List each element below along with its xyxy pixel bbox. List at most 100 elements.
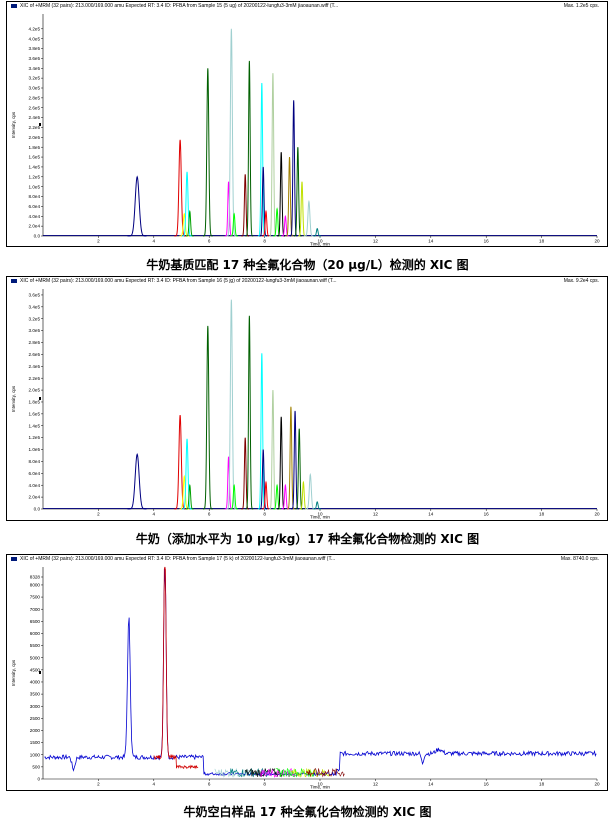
peak-trace bbox=[241, 174, 250, 237]
axis-marker bbox=[39, 397, 41, 400]
y-axis-label: Intensity, cps bbox=[11, 385, 16, 412]
xic-chart-1: 0.0 2.0e4 4.0e4 6.0e4 8.0e4 1.0e5 1.2e5 1.4e5 1.… bbox=[11, 14, 600, 247]
y-tick-label: 6000 bbox=[30, 631, 41, 636]
chromatogram-panel-3: XIC of +MRM (32 pairs): 213.000/169.000 … bbox=[6, 554, 608, 791]
y-tick-label: 1.4e5 bbox=[29, 423, 41, 428]
y-tick-label: 3.0e5 bbox=[29, 86, 41, 91]
y-tick-label: 2500 bbox=[30, 716, 41, 721]
peak-trace bbox=[245, 60, 254, 237]
peak-trace bbox=[245, 315, 254, 510]
y-tick-label: 2.6e5 bbox=[29, 105, 41, 110]
y-tick-label: 6.0e4 bbox=[29, 204, 41, 209]
peak-trace bbox=[304, 199, 314, 237]
x-tick-label: 10 bbox=[317, 239, 323, 244]
y-tick-label: 2.0e4 bbox=[29, 495, 41, 500]
peak-trace bbox=[174, 139, 186, 237]
peak-trace bbox=[291, 410, 299, 510]
y-axis-label: Intensity, cps bbox=[11, 111, 16, 138]
baseline-trace bbox=[44, 566, 597, 777]
y-tick-label: 4.0e4 bbox=[29, 483, 41, 488]
peak-trace bbox=[230, 483, 239, 510]
x-tick-label: 14 bbox=[428, 512, 434, 517]
peak-trace bbox=[153, 566, 199, 770]
peak-trace bbox=[293, 147, 302, 237]
x-tick-label: 20 bbox=[594, 239, 600, 244]
y-tick-label: 2.2e5 bbox=[29, 125, 41, 130]
y-tick-label: 3.6e5 bbox=[29, 293, 41, 298]
y-tick-label: 1.2e5 bbox=[29, 435, 41, 440]
peak-trace bbox=[127, 452, 147, 510]
caption-3: 牛奶空白样品 17 种全氟化合物检测的 XIC 图 bbox=[183, 805, 432, 819]
y-tick-label: 1.2e5 bbox=[29, 174, 41, 179]
y-tick-label: 3.4e5 bbox=[29, 66, 41, 71]
y-tick-label: 3.6e5 bbox=[29, 56, 41, 61]
x-tick-label: 12 bbox=[373, 239, 379, 244]
y-tick-label: 2.4e5 bbox=[29, 115, 41, 120]
x-tick-label: 14 bbox=[428, 239, 434, 244]
header-text: XIC of +MRM (32 pairs): 213.000/169.000 … bbox=[20, 278, 337, 284]
x-axis-label: Time, min bbox=[310, 242, 330, 247]
y-tick-label: 2.2e5 bbox=[29, 376, 41, 381]
max-label: Max. 9.2e4 cps. bbox=[563, 278, 599, 284]
y-tick-label: 1.4e5 bbox=[29, 165, 41, 170]
y-tick-label: 8.0e4 bbox=[29, 194, 41, 199]
y-tick-label: 2000 bbox=[30, 728, 41, 733]
x-tick-label: 2 bbox=[97, 512, 100, 517]
y-tick-label: 3.2e5 bbox=[29, 316, 41, 321]
x-tick-label: 18 bbox=[539, 239, 545, 244]
x-tick-label: 16 bbox=[484, 782, 490, 787]
x-tick-label: 2 bbox=[97, 782, 100, 787]
y-tick-label: 2.0e5 bbox=[29, 388, 41, 393]
peak-trace bbox=[277, 416, 285, 510]
y-tick-label: 1.6e5 bbox=[29, 155, 41, 160]
peak-trace bbox=[262, 209, 270, 237]
x-tick-label: 18 bbox=[539, 782, 545, 787]
y-tick-label: 4.0e5 bbox=[29, 36, 41, 41]
peak-trace bbox=[269, 390, 277, 510]
x-tick-label: 2 bbox=[97, 239, 100, 244]
y-tick-label: 4.2e5 bbox=[29, 26, 41, 31]
peak-trace bbox=[202, 68, 213, 237]
axis-marker bbox=[39, 671, 41, 674]
chromatogram-panel-2: XIC of +MRM (32 pairs): 213.000/169.000 … bbox=[6, 276, 608, 521]
y-tick-label: 4500 bbox=[30, 667, 41, 672]
header-text: XIC of +MRM (32 pairs): 213.000/169.000 … bbox=[20, 556, 336, 562]
y-tick-label: 1.6e5 bbox=[29, 411, 41, 416]
y-tick-label: 2.8e5 bbox=[29, 95, 41, 100]
peak-trace bbox=[202, 325, 213, 510]
y-tick-label: 6500 bbox=[30, 619, 41, 624]
max-label: Max. 8740.0 cps. bbox=[560, 556, 599, 562]
peak-trace bbox=[230, 212, 239, 237]
y-tick-label: 2.0e4 bbox=[29, 224, 41, 229]
y-tick-label: 6.0e4 bbox=[29, 471, 41, 476]
x-tick-label: 4 bbox=[153, 239, 156, 244]
xic-chart-3: 0 500 1000 1500 2000 2500 3000 3500 4000 4500 5000… bbox=[11, 566, 600, 790]
peak-trace bbox=[226, 299, 237, 510]
y-tick-label: 4000 bbox=[30, 680, 41, 685]
x-tick-label: 6 bbox=[208, 512, 211, 517]
peak-trace bbox=[127, 175, 147, 237]
trace-swatch bbox=[11, 278, 17, 283]
peak-trace bbox=[289, 100, 298, 237]
y-tick-label: 7000 bbox=[30, 607, 41, 612]
y-tick-label: 3.4e5 bbox=[29, 304, 41, 309]
panel-header: XIC of +MRM (32 pairs): 213.000/169.000 … bbox=[11, 556, 601, 563]
y-tick-label: 3.0e5 bbox=[29, 328, 41, 333]
panel-header: XIC of +MRM (32 pairs): 213.000/169.000 … bbox=[11, 3, 601, 10]
peak-trace bbox=[257, 353, 266, 510]
peak-trace bbox=[313, 501, 321, 510]
y-tick-label: 2.0e5 bbox=[29, 135, 41, 140]
noise-trace bbox=[214, 767, 254, 778]
y-tick-label: 0.0 bbox=[34, 234, 41, 239]
y-tick-label: 5000 bbox=[30, 655, 41, 660]
peak-trace bbox=[262, 480, 270, 510]
noise-trace bbox=[229, 767, 269, 778]
x-tick-label: 8 bbox=[263, 239, 266, 244]
y-tick-label: 5500 bbox=[30, 643, 41, 648]
x-tick-label: 8 bbox=[263, 782, 266, 787]
x-tick-label: 12 bbox=[373, 512, 379, 517]
peak-trace bbox=[259, 166, 267, 237]
max-label: Max. 1.2e5 cps. bbox=[563, 3, 599, 9]
y-tick-label: 2.4e5 bbox=[29, 364, 41, 369]
y-tick-label: 1500 bbox=[30, 740, 41, 745]
